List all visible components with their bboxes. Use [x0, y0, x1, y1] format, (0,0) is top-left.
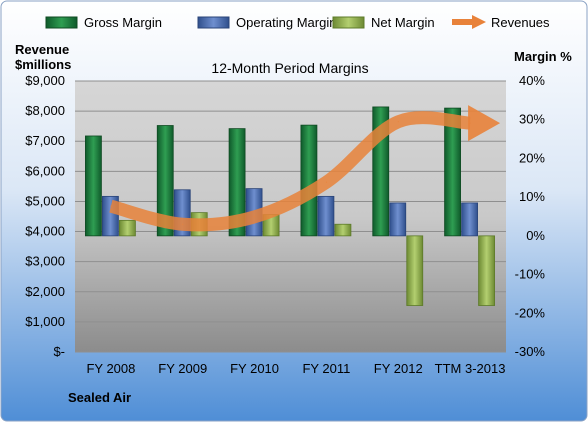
bar-operating-margin	[389, 202, 407, 237]
right-tick-label: -30%	[515, 344, 546, 359]
left-tick-label: $5,000	[25, 193, 65, 208]
right-tick-label: 20%	[519, 150, 545, 165]
right-tick-label: 30%	[519, 112, 545, 127]
bar-net-margin	[334, 223, 352, 237]
revenues-point	[397, 121, 399, 123]
gridlines	[75, 80, 506, 353]
revenues-point	[254, 216, 256, 218]
left-axis: $9,000 $8,000 $7,000 $6,000 $5,000 $4,000 $3,0…	[25, 73, 65, 359]
bar-gross-margin	[85, 135, 102, 237]
legend-label-net-margin: Net Margin	[371, 15, 435, 30]
bar-gross-margin	[444, 107, 461, 237]
revenues-arrowhead	[468, 105, 501, 142]
revenues-line	[109, 111, 471, 232]
x-tick-label: FY 2011	[302, 361, 350, 376]
left-tick-label: $-	[53, 344, 65, 359]
right-tick-label: -20%	[515, 305, 546, 320]
bar-net-margin	[119, 219, 136, 237]
bars	[85, 106, 495, 306]
bar-gross-margin	[228, 128, 246, 237]
left-tick-label: $4,000	[25, 224, 65, 239]
bar-net-margin	[406, 235, 424, 306]
left-axis-title-line1: Revenue	[15, 42, 69, 57]
right-tick-label: 0%	[526, 228, 545, 243]
right-tick-label: 40%	[519, 73, 545, 88]
revenues-point	[325, 181, 327, 183]
legend-label-operating-margin: Operating Margin	[236, 15, 336, 30]
company-name: Sealed Air	[68, 390, 131, 405]
right-tick-label: -10%	[515, 267, 546, 282]
legend-swatch-revenues	[452, 15, 486, 29]
x-tick-label: FY 2009	[158, 361, 207, 376]
revenues-point	[469, 122, 471, 124]
revenues-point	[182, 223, 184, 225]
left-tick-label: $9,000	[25, 73, 65, 88]
right-tick-label: 10%	[519, 189, 545, 204]
bar-net-margin	[478, 235, 495, 306]
chart-title: 12-Month Period Margins	[211, 60, 368, 76]
x-axis: FY 2008 FY 2009 FY 2010 FY 2011 FY 2012 TTM 3…	[86, 361, 505, 376]
legend-swatch-net-margin	[332, 16, 365, 29]
left-tick-label: $6,000	[25, 163, 65, 178]
legend-swatch-operating-margin	[197, 16, 230, 29]
right-axis: 40% 30% 20% 10% 0% -10% -20% -30%	[515, 73, 546, 359]
left-tick-label: $1,000	[25, 314, 65, 329]
legend-swatch-gross-margin	[45, 16, 78, 29]
left-tick-label: $2,000	[25, 284, 65, 299]
left-axis-title-line2: $millions	[15, 57, 71, 72]
revenue-series	[109, 105, 501, 232]
x-tick-label: FY 2008	[86, 361, 135, 376]
revenues-point	[110, 205, 112, 207]
left-tick-label: $7,000	[25, 133, 65, 148]
x-tick-label: FY 2012	[374, 361, 423, 376]
bar-gross-margin	[300, 124, 318, 237]
right-axis-title: Margin %	[514, 49, 572, 64]
legend: Gross Margin Operating Margin Net Margin…	[45, 15, 550, 30]
legend-label-revenues: Revenues	[491, 15, 550, 30]
left-tick-label: $8,000	[25, 103, 65, 118]
bar-operating-margin	[317, 195, 335, 237]
left-tick-label: $3,000	[25, 254, 65, 269]
x-tick-label: FY 2010	[230, 361, 279, 376]
legend-label-gross-margin: Gross Margin	[84, 15, 162, 30]
bar-gross-margin	[156, 125, 174, 237]
bar-operating-margin	[461, 202, 478, 237]
x-tick-label: TTM 3-2013	[435, 361, 506, 376]
